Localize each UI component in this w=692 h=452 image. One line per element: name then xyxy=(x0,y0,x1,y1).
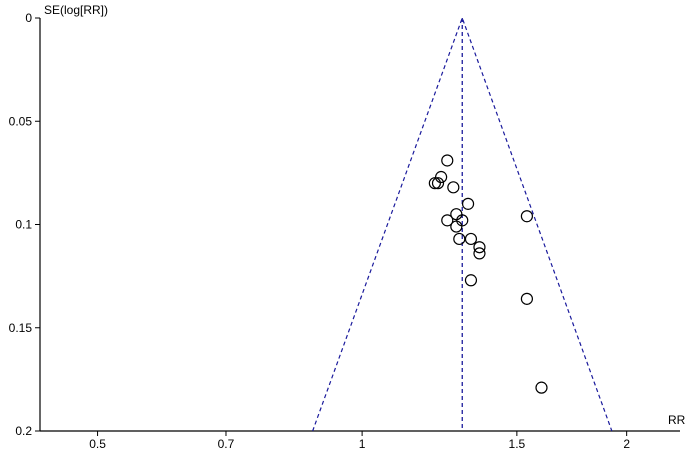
y-axis-title: SE(log[RR]) xyxy=(44,3,108,17)
study-point xyxy=(441,154,454,167)
y-tick-label: 0.05 xyxy=(9,114,33,128)
study-point xyxy=(473,241,486,254)
y-tick-label: 0.1 xyxy=(15,218,32,232)
study-point xyxy=(450,220,463,233)
points-layer xyxy=(428,154,548,394)
study-point xyxy=(473,247,486,260)
x-tick-label: 2 xyxy=(623,437,630,451)
y-tick-label: 0.2 xyxy=(15,424,32,438)
study-point xyxy=(453,232,466,246)
x-axis-title: RR xyxy=(668,413,686,427)
study-point xyxy=(428,177,441,190)
x-tick-label: 0.7 xyxy=(218,437,235,451)
study-point xyxy=(431,177,445,190)
study-point xyxy=(435,170,448,184)
funnel-layer xyxy=(312,16,613,432)
study-point xyxy=(535,381,548,394)
study-point xyxy=(464,274,478,287)
ticks-layer: 0 0.05 0.1 0.15 0.2 0.5 0.7 1 1.5 2 xyxy=(9,11,631,451)
study-point xyxy=(520,292,534,305)
x-tick-label: 0.5 xyxy=(89,437,106,451)
y-tick-label: 0.15 xyxy=(9,321,33,335)
x-tick-label: 1 xyxy=(359,437,366,451)
x-tick-label: 1.5 xyxy=(509,437,526,451)
study-point xyxy=(520,210,534,223)
y-tick-label: 0 xyxy=(25,11,32,25)
study-point xyxy=(464,232,478,246)
study-point xyxy=(441,214,454,227)
study-point xyxy=(461,197,475,210)
study-point xyxy=(447,181,460,194)
